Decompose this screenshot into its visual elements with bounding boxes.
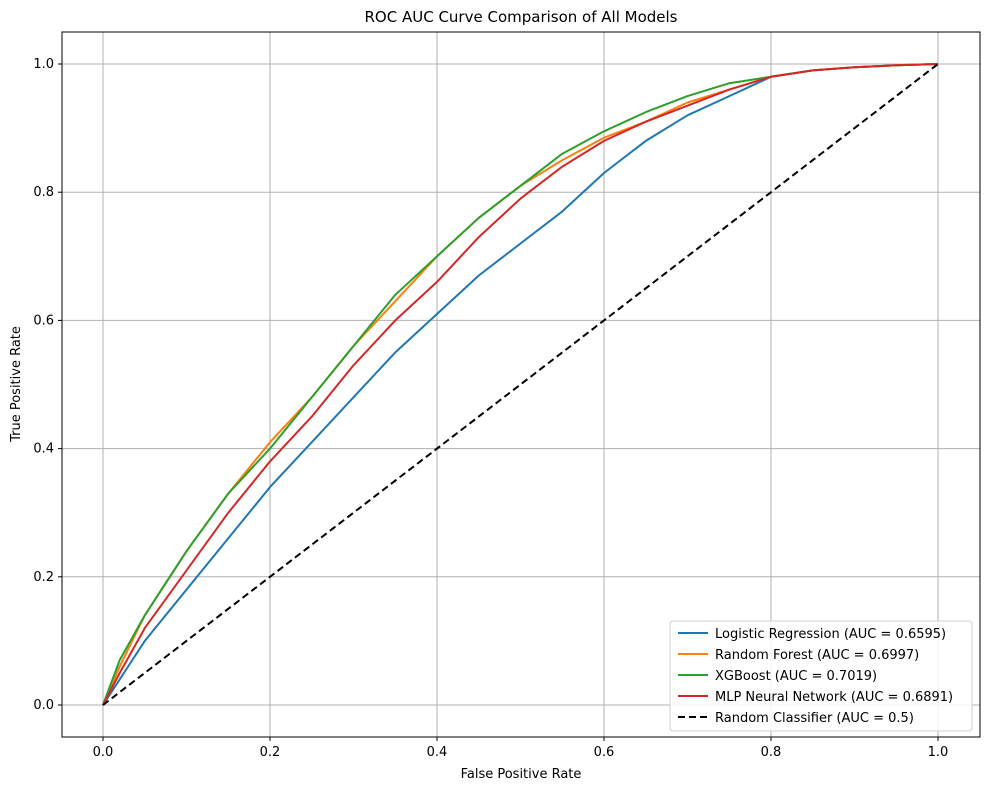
x-tick-label: 0.8 <box>761 745 782 760</box>
chart-title: ROC AUC Curve Comparison of All Models <box>365 8 678 26</box>
legend-box <box>669 620 973 732</box>
series-line-4 <box>102 63 939 706</box>
y-tick-label: 1.0 <box>33 57 54 72</box>
y-tick-label: 0.2 <box>33 570 54 585</box>
x-axis-ticks: 0.0 0.2 0.4 0.6 0.8 1.0 <box>93 737 949 760</box>
x-tick-label: 0.6 <box>594 745 615 760</box>
plot-frame <box>61 31 981 738</box>
legend-entry: Random Forest (AUC = 0.6997) <box>715 648 919 663</box>
x-axis-label: False Positive Rate <box>461 767 582 782</box>
legend: Logistic Regression (AUC = 0.6595) Random… <box>669 620 973 732</box>
legend-entry: MLP Neural Network (AUC = 0.6891) <box>715 690 953 705</box>
series-line-3 <box>102 63 939 706</box>
y-axis-label: True Positive Rate <box>9 326 24 443</box>
y-axis-ticks: 0.0 0.2 0.4 0.6 0.8 1.0 <box>33 57 62 713</box>
legend-entry: XGBoost (AUC = 0.7019) <box>715 669 877 684</box>
y-tick-label: 0.0 <box>33 698 54 713</box>
grid-lines <box>62 32 980 737</box>
x-tick-label: 0.4 <box>427 745 448 760</box>
y-tick-label: 0.6 <box>33 313 54 328</box>
x-tick-label: 1.0 <box>928 745 949 760</box>
y-tick-label: 0.8 <box>33 185 54 200</box>
y-tick-label: 0.4 <box>33 442 54 457</box>
legend-entry: Random Classifier (AUC = 0.5) <box>715 711 914 726</box>
plot-lines <box>102 63 939 706</box>
legend-entry: Logistic Regression (AUC = 0.6595) <box>715 627 946 642</box>
x-tick-label: 0.2 <box>260 745 281 760</box>
x-tick-label: 0.0 <box>93 745 114 760</box>
